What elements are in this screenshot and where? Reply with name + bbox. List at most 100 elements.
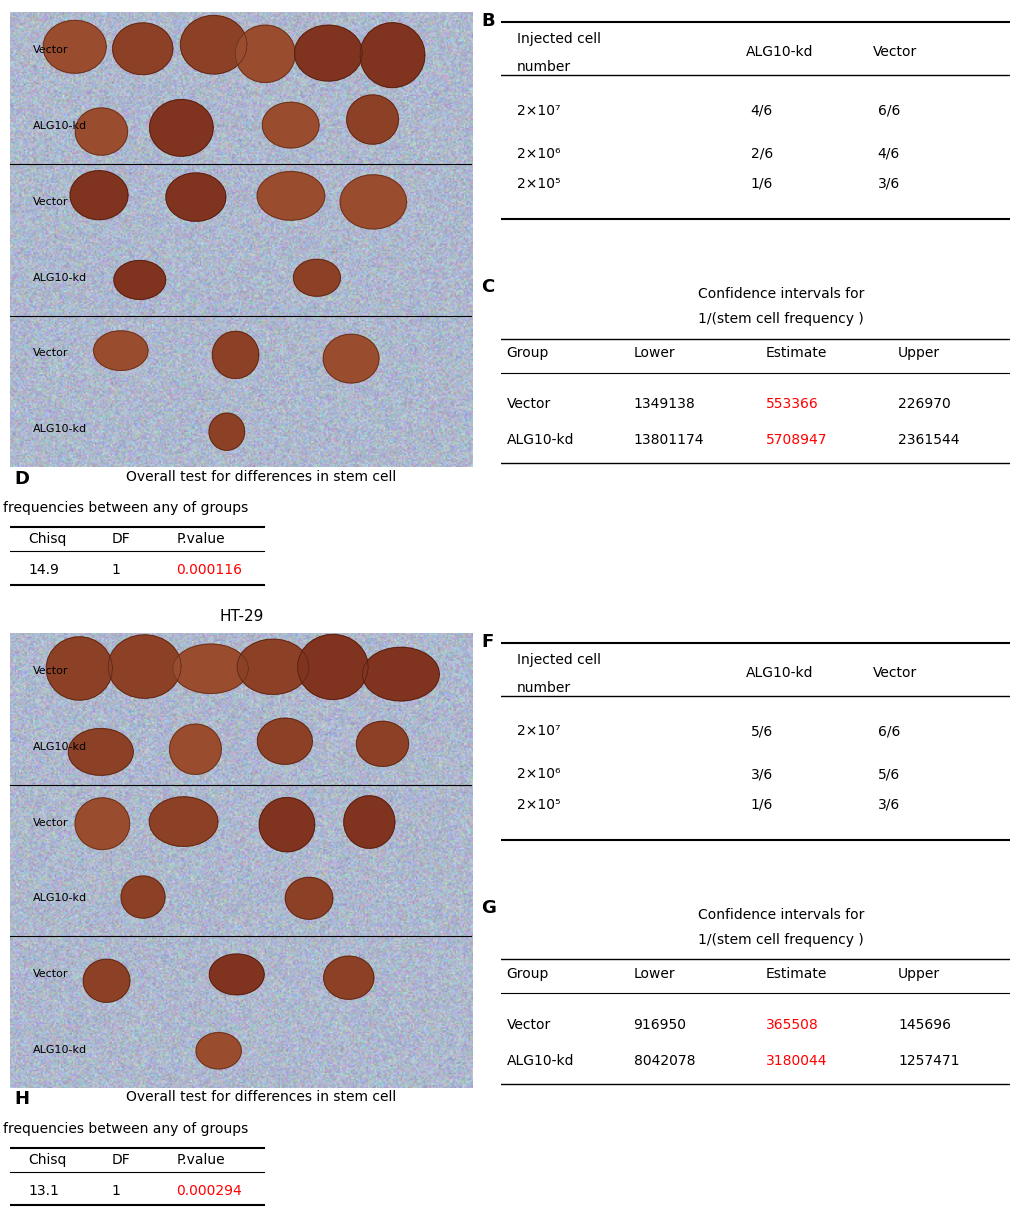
Polygon shape — [262, 102, 319, 148]
Text: Vector: Vector — [506, 398, 550, 411]
Polygon shape — [173, 644, 249, 693]
Polygon shape — [149, 797, 218, 847]
Text: frequencies between any of groups: frequencies between any of groups — [3, 1121, 248, 1136]
Polygon shape — [293, 260, 340, 296]
Polygon shape — [235, 26, 294, 83]
Text: Vector: Vector — [34, 196, 68, 207]
Text: 3/6: 3/6 — [750, 767, 772, 781]
Polygon shape — [75, 798, 129, 849]
Text: Overall test for differences in stem cell: Overall test for differences in stem cel… — [125, 470, 395, 483]
Text: 1257471: 1257471 — [897, 1054, 959, 1068]
Polygon shape — [150, 100, 213, 156]
Text: F: F — [481, 633, 493, 651]
Polygon shape — [108, 634, 181, 698]
Text: 2361544: 2361544 — [897, 433, 959, 448]
Text: Lower: Lower — [633, 346, 675, 360]
Polygon shape — [259, 798, 315, 852]
Text: 1349138: 1349138 — [633, 398, 695, 411]
Text: DF: DF — [112, 1153, 130, 1166]
Text: 365508: 365508 — [765, 1017, 817, 1032]
Polygon shape — [294, 26, 362, 81]
Text: Confidence intervals for: Confidence intervals for — [697, 908, 863, 922]
Text: HCT-116: HCT-116 — [209, 0, 273, 4]
Polygon shape — [113, 23, 173, 74]
Text: Injected cell: Injected cell — [517, 653, 600, 667]
Text: Estimate: Estimate — [765, 346, 826, 360]
Text: 13801174: 13801174 — [633, 433, 703, 448]
Text: Vector: Vector — [34, 45, 68, 55]
Text: Vector: Vector — [34, 666, 68, 676]
Text: ALG10-kd: ALG10-kd — [34, 121, 88, 131]
Text: C: C — [481, 278, 494, 296]
Text: DF: DF — [112, 532, 130, 545]
Polygon shape — [84, 959, 129, 1003]
Text: 2×10⁶: 2×10⁶ — [517, 146, 559, 161]
Polygon shape — [257, 172, 324, 220]
Text: 1/(stem cell frequency ): 1/(stem cell frequency ) — [697, 933, 863, 947]
Text: Estimate: Estimate — [765, 967, 826, 981]
Text: P.value: P.value — [176, 1153, 225, 1166]
Text: Confidence intervals for: Confidence intervals for — [697, 288, 863, 301]
Text: 5/6: 5/6 — [876, 767, 899, 781]
Polygon shape — [237, 639, 309, 694]
Text: 5708947: 5708947 — [765, 433, 826, 448]
Text: Group: Group — [506, 346, 548, 360]
Text: ALG10-kd: ALG10-kd — [34, 742, 88, 752]
Text: ALG10-kd: ALG10-kd — [34, 425, 88, 434]
Text: 14.9: 14.9 — [29, 564, 59, 577]
Text: 3180044: 3180044 — [765, 1054, 826, 1068]
Text: 3/6: 3/6 — [876, 177, 899, 190]
Polygon shape — [180, 16, 247, 74]
Text: Chisq: Chisq — [29, 1153, 67, 1166]
Text: ALG10-kd: ALG10-kd — [506, 433, 574, 448]
Text: 1/(stem cell frequency ): 1/(stem cell frequency ) — [697, 312, 863, 326]
Text: ALG10-kd: ALG10-kd — [506, 1054, 574, 1068]
Text: HT-29: HT-29 — [219, 609, 263, 623]
Text: 2/6: 2/6 — [750, 146, 772, 161]
Text: ALG10-kd: ALG10-kd — [34, 272, 88, 283]
Polygon shape — [323, 956, 374, 999]
Text: number: number — [517, 681, 571, 695]
Text: number: number — [517, 60, 571, 74]
Text: 1: 1 — [112, 1183, 120, 1198]
Polygon shape — [257, 719, 312, 764]
Text: 2×10⁶: 2×10⁶ — [517, 767, 559, 781]
Polygon shape — [209, 414, 245, 450]
Text: Upper: Upper — [897, 967, 940, 981]
Polygon shape — [298, 634, 368, 699]
Polygon shape — [196, 1032, 242, 1069]
Polygon shape — [343, 795, 394, 848]
Text: 2×10⁷: 2×10⁷ — [517, 725, 559, 738]
Text: 916950: 916950 — [633, 1017, 686, 1032]
Text: 3/6: 3/6 — [876, 798, 899, 811]
Text: 145696: 145696 — [897, 1017, 950, 1032]
Polygon shape — [94, 331, 148, 371]
Polygon shape — [114, 261, 165, 299]
Text: 0.000116: 0.000116 — [176, 564, 243, 577]
Polygon shape — [47, 637, 112, 700]
Text: 13.1: 13.1 — [29, 1183, 59, 1198]
Text: 2×10⁷: 2×10⁷ — [517, 104, 559, 117]
Polygon shape — [362, 648, 439, 702]
Text: Vector: Vector — [871, 666, 916, 680]
Text: 1: 1 — [112, 564, 120, 577]
Text: Group: Group — [506, 967, 548, 981]
Text: ALG10-kd: ALG10-kd — [745, 45, 812, 59]
Text: Upper: Upper — [897, 346, 940, 360]
Polygon shape — [323, 334, 379, 383]
Text: 553366: 553366 — [765, 398, 817, 411]
Text: H: H — [15, 1091, 30, 1109]
Polygon shape — [285, 877, 332, 919]
Text: P.value: P.value — [176, 532, 225, 545]
Polygon shape — [68, 728, 133, 775]
Text: Vector: Vector — [506, 1017, 550, 1032]
Polygon shape — [75, 107, 127, 155]
Text: 6/6: 6/6 — [876, 104, 899, 117]
Text: 5/6: 5/6 — [750, 725, 772, 738]
Text: Injected cell: Injected cell — [517, 33, 600, 46]
Text: ALG10-kd: ALG10-kd — [745, 666, 812, 680]
Polygon shape — [340, 174, 407, 229]
Text: B: B — [481, 12, 494, 30]
Text: D: D — [15, 470, 30, 488]
Polygon shape — [212, 332, 259, 378]
